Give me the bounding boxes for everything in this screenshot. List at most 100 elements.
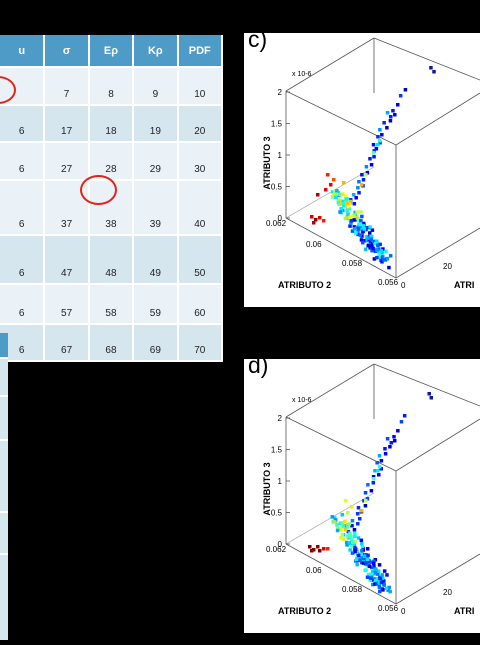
data-point [356,228,360,233]
data-point [376,469,380,473]
data-point [382,579,386,583]
x-tick-label: 0 [401,281,406,290]
data-point [369,163,374,167]
data-point [364,235,369,239]
box-edge [285,166,375,219]
data-point [330,190,335,194]
data-point [365,171,370,175]
data-point [348,224,352,228]
table-row: 6 67 68 69 70 [0,324,224,362]
data-point [378,128,382,132]
data-point [352,528,357,532]
data-point [360,509,364,513]
data-point [368,225,372,229]
y-tick-label: 0.06 [306,566,322,575]
data-point [388,589,392,594]
data-point [338,210,342,214]
data-point [369,239,374,243]
data-point [380,251,384,255]
table-cell: 49 [133,235,179,285]
table-row: 6 27 28 29 30 [0,142,224,181]
table-row: 6 57 58 59 60 [0,284,224,325]
z-tick-label: 1.5 [271,120,283,129]
data-point [360,240,365,245]
data-point [372,151,376,155]
data-point [380,260,384,264]
data-point [368,246,372,250]
data-point [376,576,380,581]
data-point [350,519,355,523]
y-tick-label: 0.056 [378,278,399,287]
data-point [383,452,388,456]
data-point [378,242,382,247]
data-point [385,573,389,577]
table-stub [0,333,8,640]
data-point [347,541,352,545]
data-point [356,186,360,190]
data-point [396,103,400,107]
data-point [357,191,361,195]
data-point [364,568,368,572]
table-cell: 67 [44,324,90,362]
data-point [326,547,330,551]
data-point [358,233,362,237]
table-cell: 6 [0,105,46,143]
data-point [322,219,326,223]
data-point [349,221,353,225]
data-point [363,238,367,243]
data-point [383,447,387,451]
table-cell: 8 [88,67,135,106]
table-row: 7 8 9 10 [0,67,224,106]
data-point [371,577,376,582]
col-header: Eρ [88,35,135,68]
data-point [342,181,346,185]
data-point [340,192,345,196]
data-point [359,552,363,557]
data-point [310,215,314,219]
data-point [402,414,407,418]
data-point [385,437,390,441]
data-point [385,126,389,130]
data-point [360,549,364,553]
z-multiplier: x 10-6 [292,71,312,78]
data-point [339,202,343,206]
data-point [398,94,403,98]
table-cell: 59 [133,284,179,325]
data-point [374,147,379,151]
data-point [361,224,366,228]
y-axis-label: ATRIBUTO 2 [278,280,331,290]
table-cell: 7 [44,67,90,106]
data-point [345,525,350,529]
data-point [366,557,370,562]
data-point [381,247,385,251]
table-row: 6 47 48 49 50 [0,235,224,285]
data-point [387,585,391,590]
data-point [356,536,361,540]
data-point [363,560,368,565]
data-point [375,581,379,586]
data-point [366,483,370,487]
data-point [366,572,371,577]
box-edge [373,363,480,407]
data-point [352,227,357,231]
data-point [361,557,366,562]
y-tick-label: 0.062 [266,219,287,228]
data-point [384,249,388,254]
data-point [358,558,362,562]
data-point [344,197,348,201]
data-point [341,208,345,213]
data-point [364,499,368,503]
data-point [359,210,363,214]
data-point [379,580,384,585]
data-point [348,531,352,536]
data-point [346,511,350,515]
table-cell: 57 [44,284,90,325]
data-point [387,265,391,270]
data-point [373,578,378,583]
data-point [352,543,357,548]
data-point [370,234,374,239]
data-point [350,524,354,528]
data-point [330,515,335,519]
data-point [345,543,349,547]
data-point [366,562,370,566]
